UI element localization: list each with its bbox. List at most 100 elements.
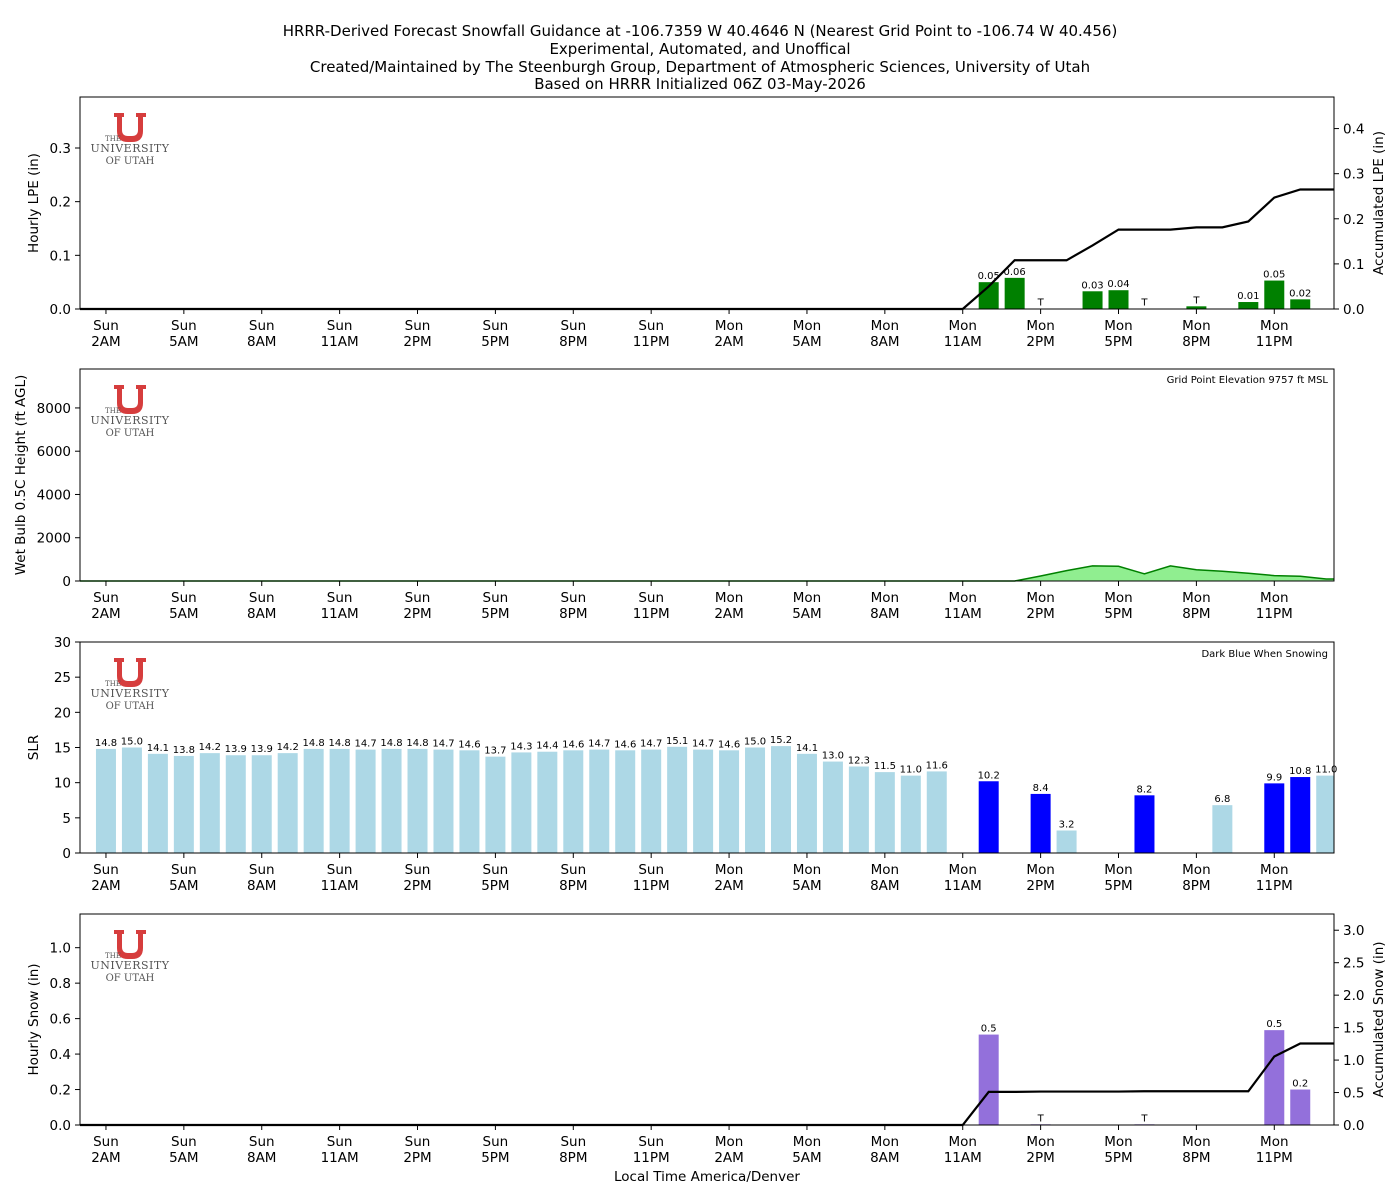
lpe-bar [1082,291,1103,309]
x-tick-label: Sun [483,590,509,606]
x-tick-label: Mon [1104,318,1132,334]
x-tick-label: Mon [793,590,821,606]
x-tick-label: Mon [715,318,743,334]
slr-bar-label: 13.0 [822,751,844,762]
utah-u-icon [114,930,146,959]
y-tick-label: 0.2 [50,195,71,211]
logo-text-the: THE [105,135,121,143]
slr-bar [1134,795,1155,853]
x-tick-label: 8PM [1182,334,1210,350]
lpe-bar [1108,290,1129,309]
slr-bar [381,748,402,853]
x-tick-label: 2PM [403,606,431,622]
x-tick-label: 11PM [1256,1150,1293,1166]
x-tick-label: Mon [1260,590,1288,606]
slr-bar-label: 14.8 [303,738,325,749]
x-tick-label: Mon [793,318,821,334]
x-tick-label: 11PM [1256,334,1293,350]
x-tick-label: Sun [483,318,509,334]
x-tick-label: Sun [249,590,275,606]
y-tick-label: 10 [54,776,71,792]
x-tick-label: 8AM [247,1150,276,1166]
x-tick-label: 11AM [321,1150,359,1166]
wet-bulb-area [80,565,1334,581]
x-tick-label: 8PM [559,334,587,350]
slr-bar [199,753,220,853]
x-tick-label: 11PM [633,878,670,894]
y-axis-label: SLR [26,735,42,760]
x-tick-label: Mon [1260,318,1288,334]
plot-frame [79,96,1335,310]
slr-bar [667,746,688,853]
x-tick-label: 11PM [1256,878,1293,894]
x-tick-label: Mon [1260,1134,1288,1150]
x-tick-label: 2PM [403,878,431,894]
x-tick-label: Mon [1026,1134,1054,1150]
x-tick-label: Sun [405,862,431,878]
x-tick-label: Mon [948,590,976,606]
x-tick-label: Sun [483,1134,509,1150]
y-tick-label: 8000 [37,401,71,417]
slr-bar-label: 3.2 [1059,819,1075,830]
slr-bar [1030,793,1051,853]
x-tick-label: Mon [1260,862,1288,878]
slr-bar-label: 12.3 [848,755,870,766]
title-line-4: Based on HRRR Initialized 06Z 03-May-202… [534,75,866,93]
x-tick-label: Mon [1182,862,1210,878]
slr-bar [874,772,895,853]
logo-text-university: UNIVERSITY [91,687,170,700]
y2-tick-label: 0.5 [1343,1086,1364,1102]
slr-bar [277,753,298,853]
x-tick-label: Sun [93,318,119,334]
lpe-bar-label: T [1140,298,1148,309]
x-tick-label: 8PM [559,878,587,894]
y2-tick-label: 1.0 [1343,1053,1364,1069]
x-tick-label: Sun [560,318,586,334]
x-tick-label: Sun [560,590,586,606]
snow-bar [1264,1030,1285,1125]
slr-bar-label: 14.6 [562,739,584,750]
logo-text-the: THE [105,407,121,415]
snow-bar-label: 0.5 [1266,1019,1282,1030]
title-line-3: Created/Maintained by The Steenburgh Gro… [309,58,1091,76]
x-tick-label: Mon [871,862,899,878]
x-tick-label: 2AM [714,606,743,622]
slr-bar-label: 15.0 [744,737,766,748]
x-tick-label: Sun [327,862,353,878]
x-tick-label: Sun [560,1134,586,1150]
x-tick-label: Sun [405,1134,431,1150]
x-tick-label: 8PM [1182,606,1210,622]
x-tick-label: Sun [483,862,509,878]
x-tick-label: Mon [1026,590,1054,606]
utah-u-icon [114,385,146,414]
x-tick-label: Mon [715,590,743,606]
y2-tick-label: 1.5 [1343,1021,1364,1037]
lpe-bar [1290,299,1311,309]
x-tick-label: 11PM [633,606,670,622]
slr-bar [900,775,921,853]
logo-text-university: UNIVERSITY [91,959,170,972]
title-line-1: HRRR-Derived Forecast Snowfall Guidance … [282,22,1118,40]
y-tick-label: 0.0 [50,302,71,318]
x-tick-label: 5PM [1104,334,1132,350]
x-tick-label: 11AM [944,334,982,350]
y-tick-label: 0.6 [50,1012,71,1028]
slr-bar-label: 14.7 [354,739,376,750]
slr-bar-label: 14.7 [432,739,454,750]
slr-bar-label: 15.1 [666,736,688,747]
x-tick-label: Sun [93,590,119,606]
slr-bar-label: 14.4 [536,741,558,752]
x-tick-label: 5PM [1104,1150,1132,1166]
slr-bar-label: 11.5 [874,761,896,772]
slr-bar-label: 13.8 [173,745,195,756]
x-tick-label: 5AM [792,878,821,894]
x-tick-label: 5PM [481,1150,509,1166]
slr-bar-label: 13.7 [484,746,506,757]
x-tick-label: Mon [948,318,976,334]
accumulated-line [80,1042,1334,1127]
logo-text-utah: OF UTAH [106,428,155,439]
x-tick-label: 2PM [1026,878,1054,894]
x-tick-label: 5AM [169,878,198,894]
